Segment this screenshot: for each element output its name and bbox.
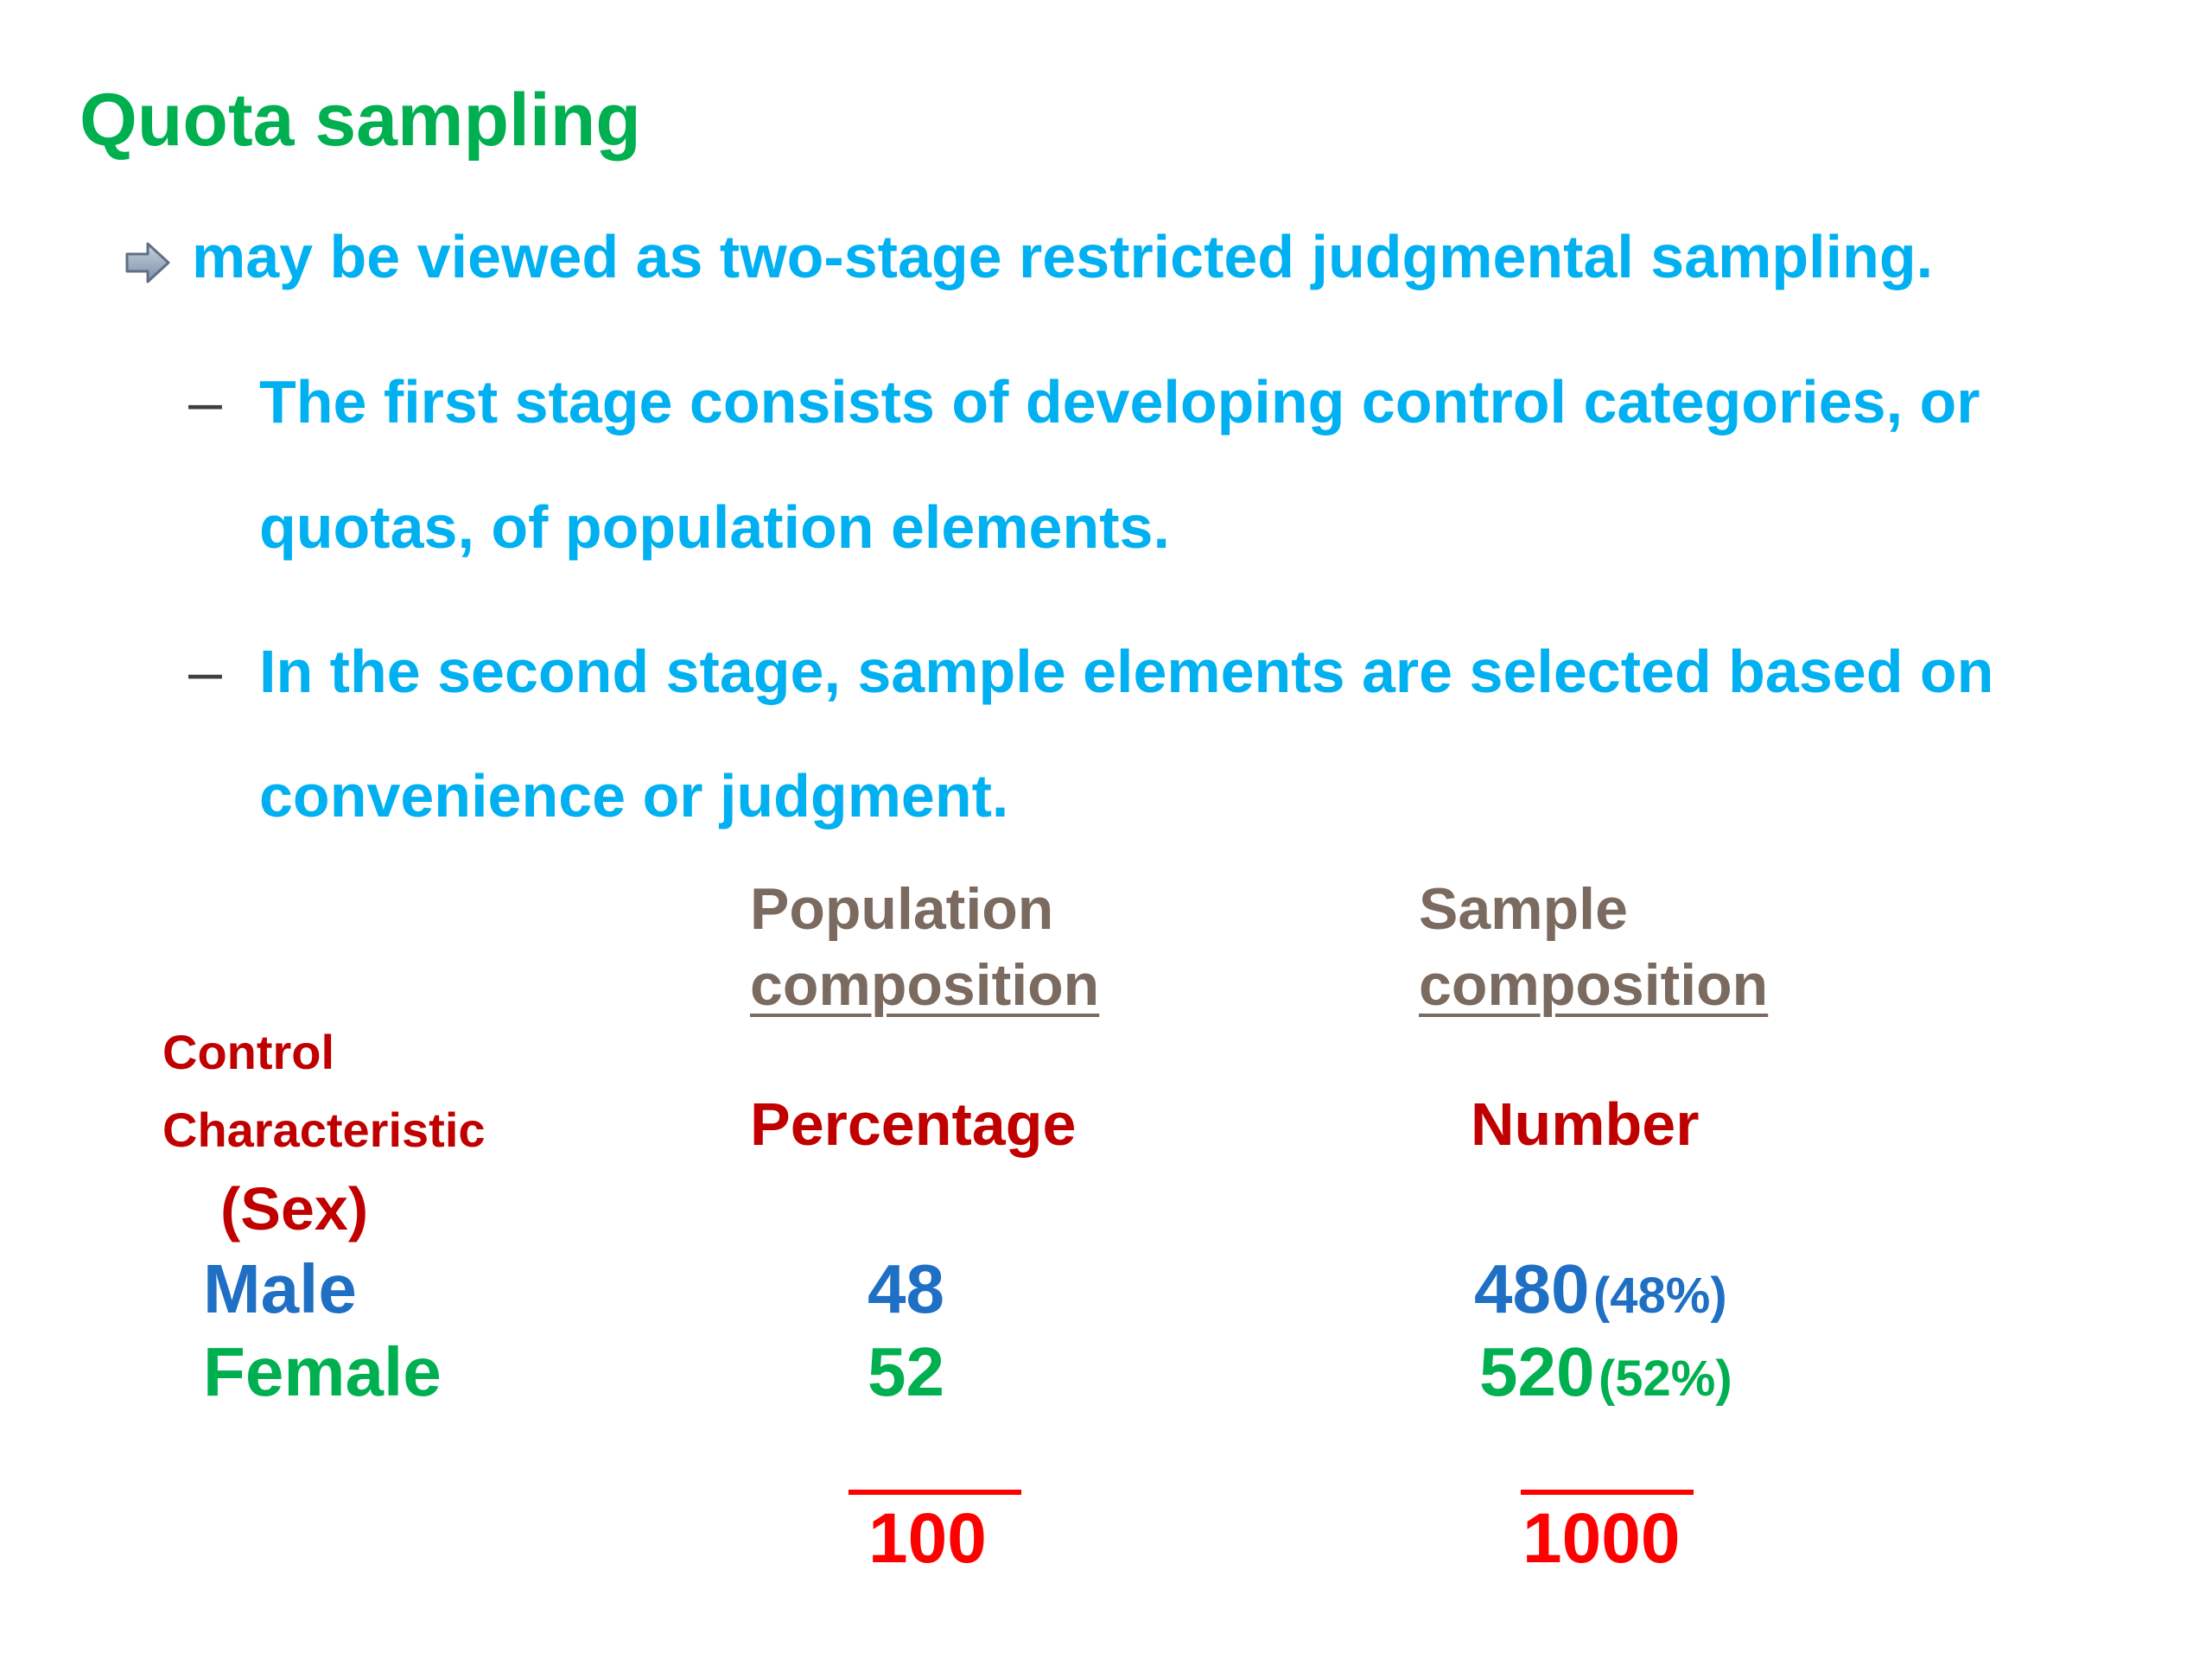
population-header-line-1: Population [750,876,1054,942]
female-percentage: 52 [868,1333,944,1410]
sub-bullet-dash: – [188,368,222,435]
sample-header-line-1: Sample [1419,876,1628,942]
control-label-line-2: Characteristic [162,1103,486,1157]
sub-bullet-1-line-2: quotas, of population elements. [259,493,1170,561]
population-header-underlined: composition [750,952,1100,1018]
number-subheader: Number [1471,1090,1700,1158]
female-number-cell: 520 (52%) [1479,1338,1732,1407]
arrow-right-icon [125,242,170,283]
row-label-female: Female [203,1333,442,1410]
population-header-line-2: composition [750,956,1099,1014]
population-total: 100 [868,1499,987,1578]
male-number: 480 [1474,1250,1590,1327]
sub-bullet-1-line-1: The first stage consists of developing c… [259,368,1980,435]
sub-bullet-2-line-1: In the second stage, sample elements are… [259,638,1994,705]
sample-total-rule [1521,1490,1694,1495]
female-number: 520 [1479,1333,1595,1410]
main-bullet-text: may be viewed as two-stage restricted ju… [192,223,1934,290]
sample-total: 1000 [1522,1499,1681,1578]
percentage-subheader: Percentage [750,1090,1077,1158]
male-percentage: 48 [868,1250,944,1327]
sample-header-underlined: composition [1419,952,1769,1018]
control-label-line-1: Control [162,1025,335,1079]
sub-bullet-dash: – [188,638,222,705]
male-number-percent: (48%) [1592,1268,1727,1324]
male-number-cell: 480 (48%) [1474,1255,1727,1324]
row-label-male: Male [203,1250,357,1327]
population-total-rule [849,1490,1021,1495]
female-number-percent: (52%) [1598,1351,1732,1407]
sub-bullet-2-line-2: convenience or judgment. [259,762,1009,830]
sample-header-line-2: composition [1419,956,1768,1014]
slide-title: Quota sampling [79,79,641,162]
control-label-line-3: (Sex) [220,1175,369,1243]
